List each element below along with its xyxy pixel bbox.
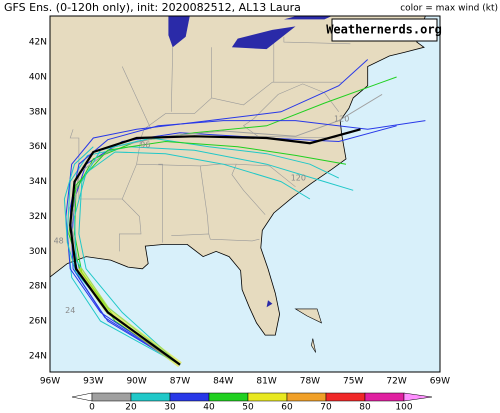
- lake: [231, 26, 296, 50]
- state-border: [143, 81, 342, 130]
- mean-track: [69, 128, 361, 366]
- longitude-label: 78W: [300, 377, 320, 387]
- colorbar-label: 80: [359, 403, 371, 413]
- colorbar-label: 100: [395, 403, 412, 413]
- longitude-label: 93W: [83, 377, 103, 387]
- frame: [49, 15, 441, 373]
- longitude-label: 75W: [343, 377, 363, 387]
- longitude-label: 84W: [213, 377, 233, 387]
- state-border: [200, 163, 296, 188]
- land: [50, 16, 427, 336]
- colorbar-label: 40: [203, 403, 215, 413]
- legend-note: color = max wind (kt): [400, 4, 498, 14]
- colorbar-label: 30: [164, 403, 176, 413]
- longitude-label: 81W: [256, 377, 276, 387]
- island: [311, 338, 316, 353]
- state-border: [158, 163, 163, 243]
- track-label: 120: [334, 114, 349, 123]
- track-label: 120: [291, 174, 306, 183]
- colorbar: 0 20 30 40 50 60 70 80 100: [71, 392, 433, 413]
- colorbar-swatch: [169, 392, 210, 402]
- colorbar-label: 50: [242, 403, 254, 413]
- colorbar-end: [403, 392, 433, 402]
- ensemble-track: [66, 146, 354, 366]
- latitude-label: 34N: [29, 177, 47, 187]
- colorbar-swatch: [286, 392, 327, 402]
- state-border: [121, 66, 152, 130]
- longitude-label: 87W: [170, 377, 190, 387]
- colorbar-swatch: [130, 392, 171, 402]
- colorbar-swatch: [91, 392, 132, 402]
- latitude-label: 28N: [29, 282, 47, 292]
- state-border: [231, 164, 266, 215]
- state-border: [283, 36, 351, 45]
- latitude-label: 40N: [29, 72, 47, 82]
- lake: [266, 300, 273, 308]
- colorbar-label: 20: [125, 403, 137, 413]
- latitude-label: 24N: [29, 352, 47, 362]
- longitude-label: 69W: [430, 377, 450, 387]
- colorbar-swatch: [208, 392, 249, 402]
- track-segment: [76, 267, 111, 313]
- watermark-box: [331, 18, 438, 42]
- map-area: 120 96 120 48 24: [50, 16, 427, 368]
- latitude-label: 32N: [29, 212, 47, 222]
- longitude-label: 72W: [386, 377, 406, 387]
- latitude-label: 38N: [29, 107, 47, 117]
- colorbar-label: 0: [89, 403, 95, 413]
- ensemble-track: [65, 59, 369, 366]
- title: GFS Ens. (0-120h only), init: 2020082512…: [4, 1, 301, 14]
- colorbar-label: 70: [320, 403, 332, 413]
- watermark: Weathernerds.org: [326, 23, 442, 37]
- colorbar-swatch: [247, 392, 288, 402]
- state-border: [171, 233, 260, 242]
- state-border: [136, 163, 210, 234]
- latitude-label: 30N: [29, 247, 47, 257]
- track-label: 48: [54, 236, 64, 245]
- island: [294, 308, 322, 324]
- lake: [168, 16, 190, 48]
- state-border: [171, 47, 173, 112]
- colorbar-swatch: [364, 392, 405, 402]
- longitude-label: 90W: [126, 377, 146, 387]
- latitude-label: 26N: [29, 317, 47, 327]
- colorbar-label: 60: [281, 403, 293, 413]
- ensemble-track: [69, 120, 426, 366]
- colorbar-swatch: [325, 392, 366, 402]
- lake: [283, 16, 332, 20]
- track-label: 24: [65, 306, 75, 315]
- track-label: 96: [140, 140, 150, 149]
- state-border: [119, 129, 145, 252]
- longitude-label: 96W: [40, 377, 60, 387]
- latitude-label: 36N: [29, 142, 47, 152]
- latitude-label: 42N: [29, 38, 47, 48]
